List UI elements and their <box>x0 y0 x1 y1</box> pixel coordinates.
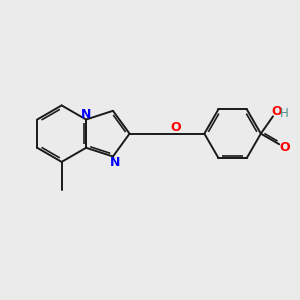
Text: N: N <box>110 156 120 169</box>
Text: O: O <box>279 141 290 154</box>
Text: N: N <box>81 108 91 121</box>
Text: O: O <box>271 105 282 118</box>
Text: H: H <box>280 107 289 120</box>
Text: O: O <box>171 121 182 134</box>
